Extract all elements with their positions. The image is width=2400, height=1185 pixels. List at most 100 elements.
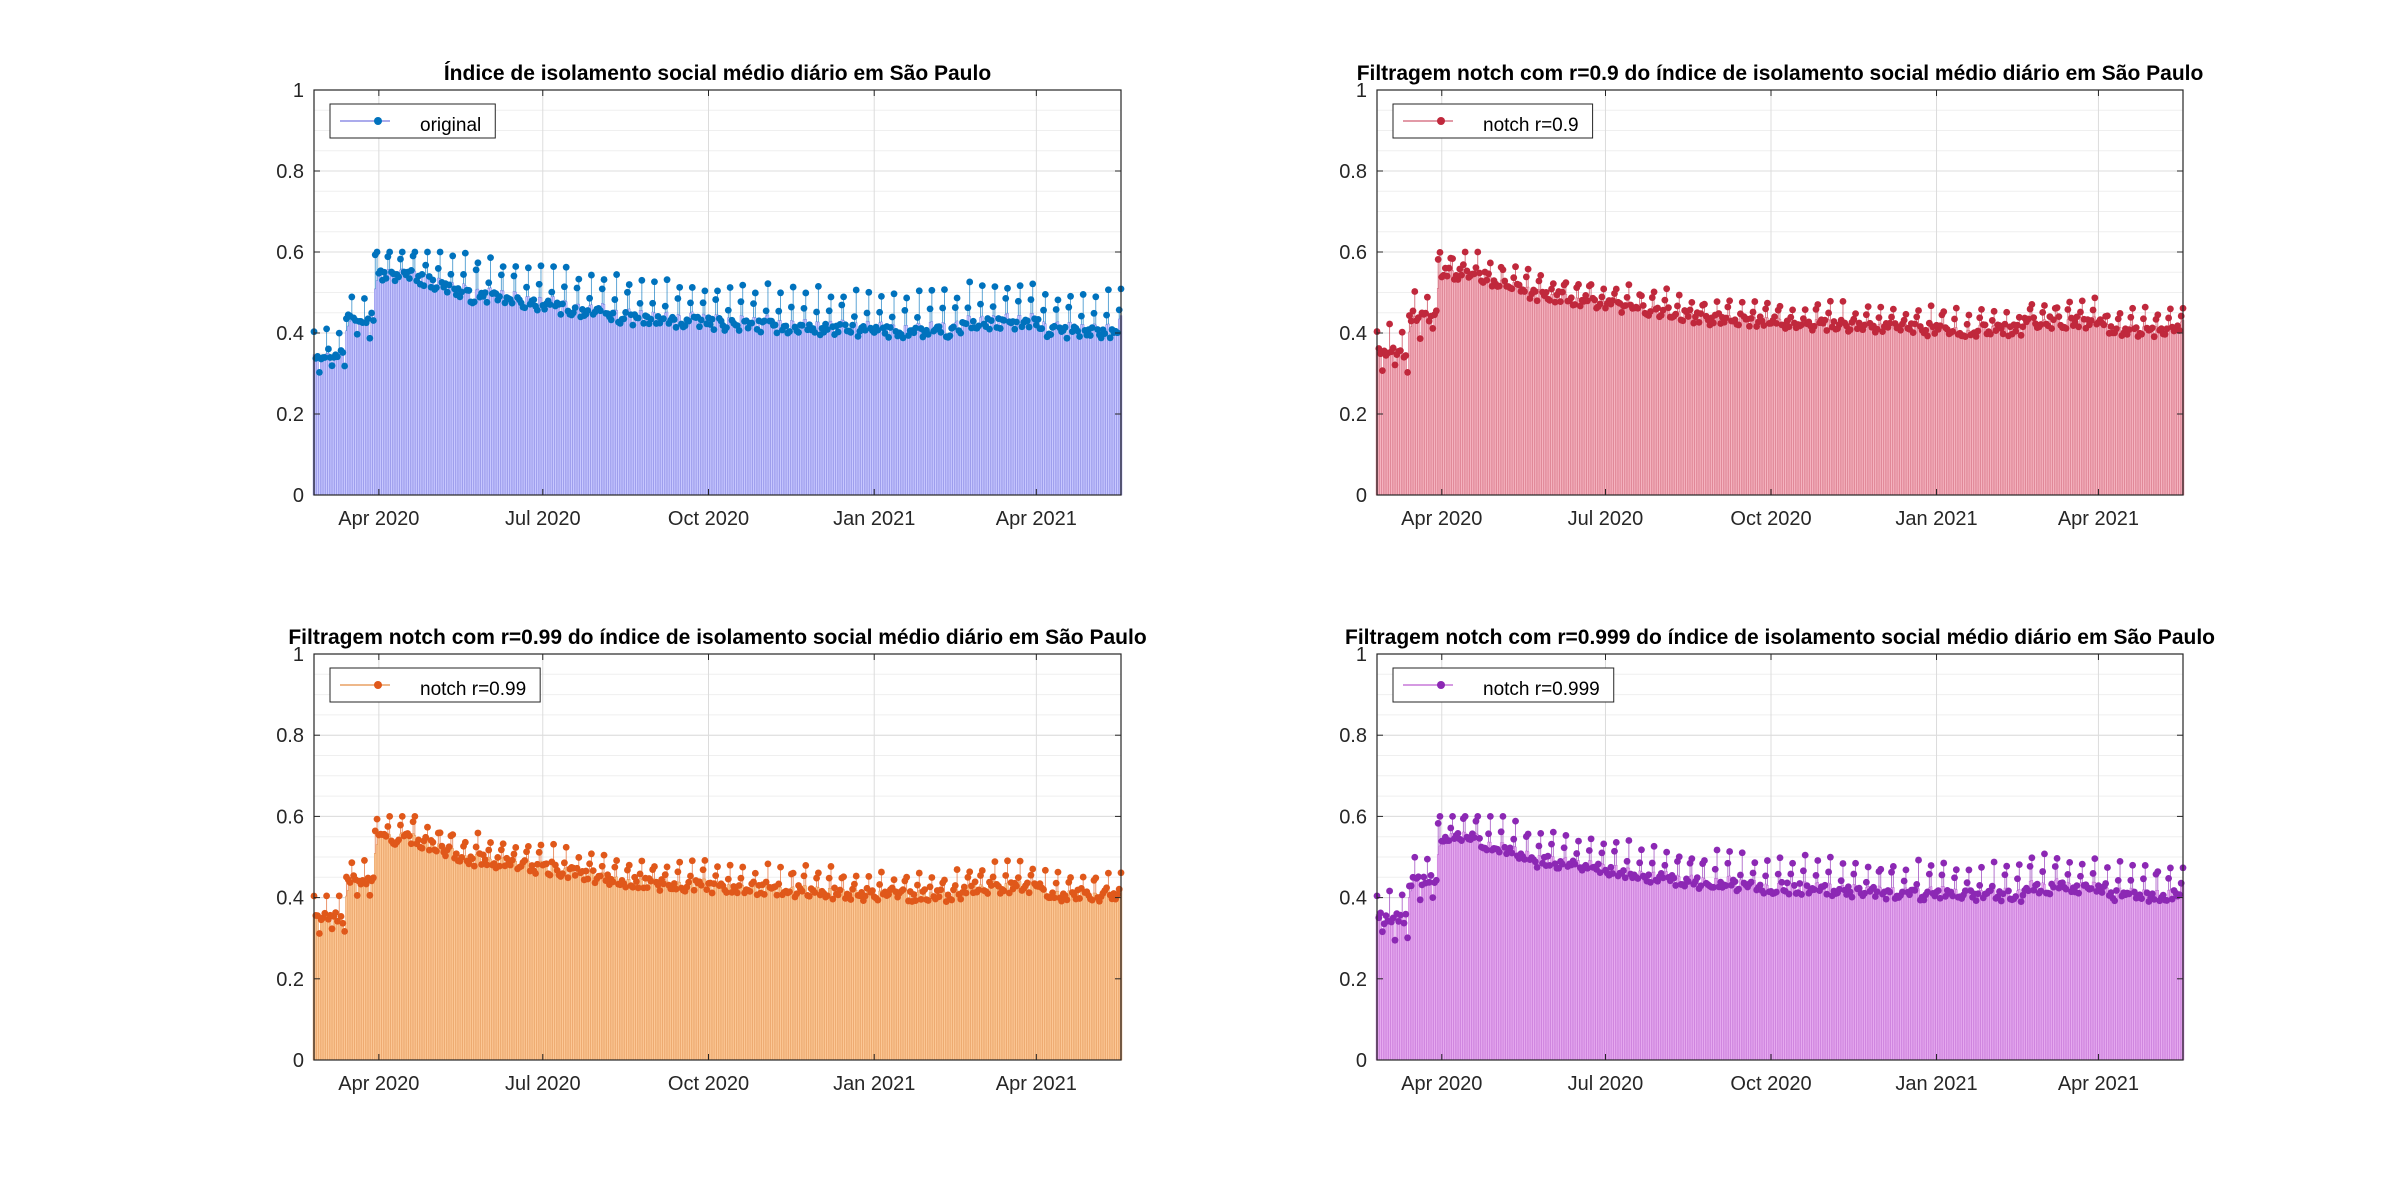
data-point bbox=[2037, 321, 2045, 328]
data-point bbox=[957, 329, 965, 337]
data-point bbox=[1515, 281, 1523, 289]
data-point bbox=[987, 882, 995, 889]
data-point bbox=[1726, 297, 1734, 305]
x-tick-label: Jul 2020 bbox=[505, 508, 581, 530]
data-point bbox=[1522, 273, 1530, 281]
data-point bbox=[1103, 311, 1110, 319]
data-point bbox=[436, 248, 444, 256]
data-point bbox=[836, 886, 844, 894]
data-point bbox=[1562, 279, 1570, 287]
data-point bbox=[2132, 324, 2140, 332]
data-point bbox=[937, 328, 945, 336]
data-point bbox=[1684, 313, 1692, 320]
data-point bbox=[1476, 269, 1483, 277]
data-point bbox=[588, 850, 595, 858]
data-point bbox=[1396, 347, 1404, 355]
data-point bbox=[1965, 311, 1973, 319]
data-point bbox=[724, 306, 732, 314]
data-point bbox=[914, 314, 921, 321]
data-point bbox=[528, 862, 536, 869]
data-point bbox=[847, 896, 855, 903]
data-point bbox=[2163, 325, 2171, 333]
data-point bbox=[1862, 311, 1870, 319]
data-point bbox=[899, 334, 907, 342]
data-point bbox=[640, 319, 648, 327]
data-point bbox=[499, 263, 507, 271]
data-point bbox=[751, 869, 759, 877]
data-point bbox=[571, 871, 579, 879]
data-point bbox=[733, 889, 741, 897]
data-point bbox=[1952, 304, 1960, 312]
data-point bbox=[1470, 270, 1478, 278]
data-point bbox=[1050, 322, 1058, 330]
data-point bbox=[852, 872, 860, 880]
data-point bbox=[676, 858, 684, 866]
data-point bbox=[699, 299, 707, 307]
data-point bbox=[523, 283, 530, 291]
data-point bbox=[424, 823, 431, 831]
data-point bbox=[840, 873, 847, 881]
data-point bbox=[861, 326, 869, 334]
data-point bbox=[335, 892, 343, 900]
data-point bbox=[560, 283, 568, 291]
data-point bbox=[1429, 325, 1437, 332]
data-point bbox=[899, 886, 907, 894]
data-point bbox=[373, 248, 381, 256]
data-point bbox=[1663, 285, 1671, 293]
data-point bbox=[1077, 312, 1085, 320]
data-point bbox=[697, 881, 705, 889]
data-point bbox=[1924, 332, 1931, 340]
data-point bbox=[1873, 325, 1881, 333]
data-point bbox=[1688, 298, 1696, 306]
data-point bbox=[901, 306, 909, 314]
data-point bbox=[1650, 288, 1658, 296]
data-point bbox=[638, 276, 646, 284]
data-point bbox=[1000, 316, 1008, 324]
data-point bbox=[1551, 298, 1559, 306]
data-point bbox=[957, 895, 965, 903]
data-point bbox=[461, 249, 469, 257]
data-point bbox=[1485, 270, 1492, 278]
data-point bbox=[795, 328, 802, 336]
data-point bbox=[699, 866, 707, 874]
data-point bbox=[1092, 874, 1100, 882]
data-point bbox=[1747, 315, 1755, 322]
data-point bbox=[910, 891, 918, 898]
data-point bbox=[496, 293, 503, 300]
data-point bbox=[2154, 311, 2162, 319]
data-point bbox=[1023, 879, 1031, 887]
data-point bbox=[676, 283, 684, 291]
data-point bbox=[1799, 315, 1807, 323]
data-point bbox=[429, 276, 437, 284]
data-point bbox=[688, 284, 696, 291]
legend-swatch-marker bbox=[374, 681, 382, 689]
data-point bbox=[1722, 314, 1730, 322]
data-point bbox=[950, 323, 957, 331]
data-point bbox=[1810, 322, 1818, 330]
data-point bbox=[465, 860, 473, 868]
data-point bbox=[512, 263, 520, 270]
data-point bbox=[1029, 280, 1037, 288]
data-point bbox=[532, 870, 539, 877]
data-point bbox=[1386, 320, 1393, 328]
data-point bbox=[2073, 313, 2081, 321]
data-point bbox=[316, 930, 323, 937]
data-point bbox=[975, 886, 983, 894]
data-point bbox=[1409, 307, 1417, 315]
data-point bbox=[1888, 313, 1895, 321]
chart-title: Índice de isolamento social médio diário… bbox=[444, 62, 991, 85]
data-point bbox=[941, 876, 948, 884]
data-point bbox=[422, 261, 430, 269]
data-point bbox=[991, 858, 999, 866]
data-point bbox=[971, 878, 979, 886]
data-point bbox=[926, 305, 934, 313]
data-point bbox=[328, 925, 336, 933]
data-point bbox=[597, 307, 604, 315]
data-point bbox=[1016, 282, 1024, 290]
data-point bbox=[1486, 259, 1494, 267]
y-tick-label: 0.4 bbox=[1339, 323, 1367, 345]
data-point bbox=[660, 880, 667, 888]
data-point bbox=[764, 860, 772, 868]
data-point bbox=[433, 284, 440, 291]
data-point bbox=[353, 892, 361, 899]
